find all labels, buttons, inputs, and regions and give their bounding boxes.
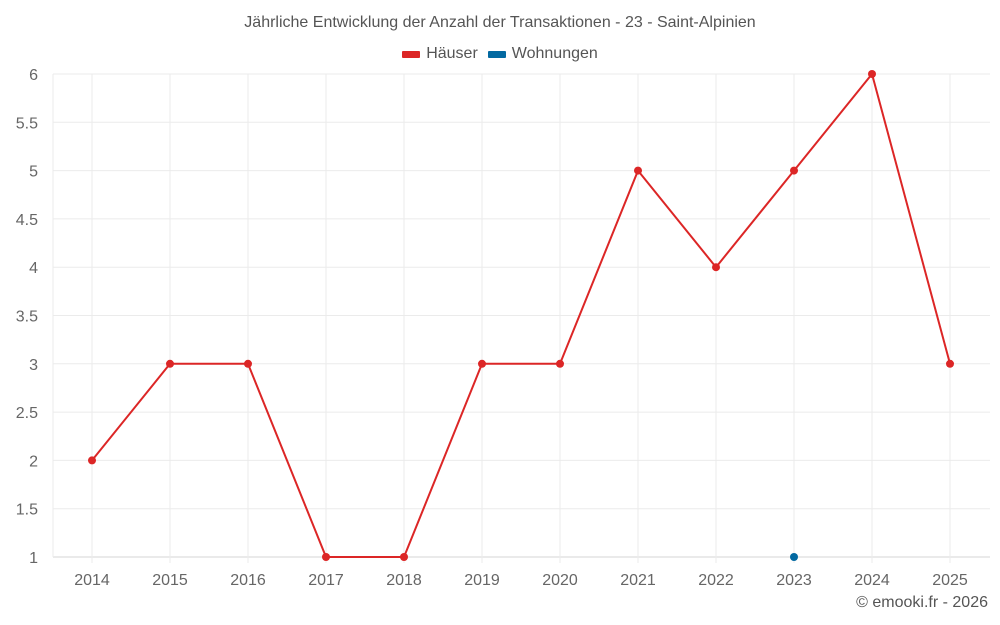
data-point[interactable] — [790, 166, 798, 175]
y-tick-label: 4.5 — [16, 212, 38, 229]
x-tick-label: 2025 — [932, 572, 968, 589]
legend-swatch-haeuser — [402, 50, 421, 58]
x-tick-label: 2020 — [542, 572, 578, 589]
y-tick-label: 1 — [29, 550, 38, 567]
x-tick-label: 2023 — [776, 572, 812, 589]
x-tick-label: 2018 — [386, 572, 422, 589]
chart-legend: Häuser Wohnungen — [0, 45, 1000, 63]
y-tick-label: 4 — [29, 260, 38, 277]
y-tick-label: 5 — [29, 164, 38, 181]
data-point[interactable] — [634, 166, 642, 175]
legend-swatch-wohnungen — [487, 50, 506, 58]
x-tick-label: 2016 — [230, 572, 266, 589]
series-line — [91, 73, 951, 558]
x-tick-label: 2014 — [74, 572, 110, 589]
data-point[interactable] — [322, 553, 330, 561]
y-tick-label: 3 — [29, 357, 38, 374]
data-point[interactable] — [790, 553, 798, 561]
data-point[interactable] — [400, 553, 408, 561]
x-tick-label: 2019 — [464, 572, 500, 589]
y-tick-label: 6 — [29, 67, 38, 84]
legend-label-wohnungen: Wohnungen — [511, 45, 598, 62]
data-point[interactable] — [868, 70, 876, 78]
chart-series — [88, 70, 954, 561]
data-point[interactable] — [946, 359, 954, 368]
data-point[interactable] — [88, 456, 96, 465]
copyright-footer: © emooki.fr - 2026 — [856, 594, 988, 611]
y-tick-label: 1.5 — [16, 502, 38, 519]
y-tick-label: 2.5 — [16, 405, 38, 422]
x-axis: 2014 2015 2016 2017 2018 2019 2020 2021 2022 2023… — [74, 572, 968, 589]
data-point[interactable] — [478, 359, 486, 368]
legend-item-wohnungen[interactable]: Wohnungen — [487, 45, 598, 63]
x-tick-label: 2017 — [308, 572, 344, 589]
y-axis: 1 1.5 2 2.5 3 3.5 4 4.5 5 5.5 6 — [16, 67, 38, 567]
x-tick-label: 2015 — [152, 572, 188, 589]
data-point[interactable] — [244, 359, 252, 368]
x-tick-label: 2022 — [698, 572, 734, 589]
data-point[interactable] — [712, 263, 720, 272]
chart-title: Jährliche Entwicklung der Anzahl der Tra… — [244, 14, 756, 31]
legend-label-haeuser: Häuser — [426, 45, 478, 62]
y-tick-label: 2 — [29, 453, 38, 470]
y-tick-label: 3.5 — [16, 309, 38, 326]
chart-grid — [52, 73, 990, 563]
x-tick-label: 2021 — [620, 572, 656, 589]
data-point[interactable] — [166, 359, 174, 368]
data-point[interactable] — [556, 359, 564, 368]
legend-item-haeuser[interactable]: Häuser — [402, 45, 478, 63]
x-tick-label: 2024 — [854, 572, 890, 589]
y-tick-label: 5.5 — [16, 115, 38, 132]
